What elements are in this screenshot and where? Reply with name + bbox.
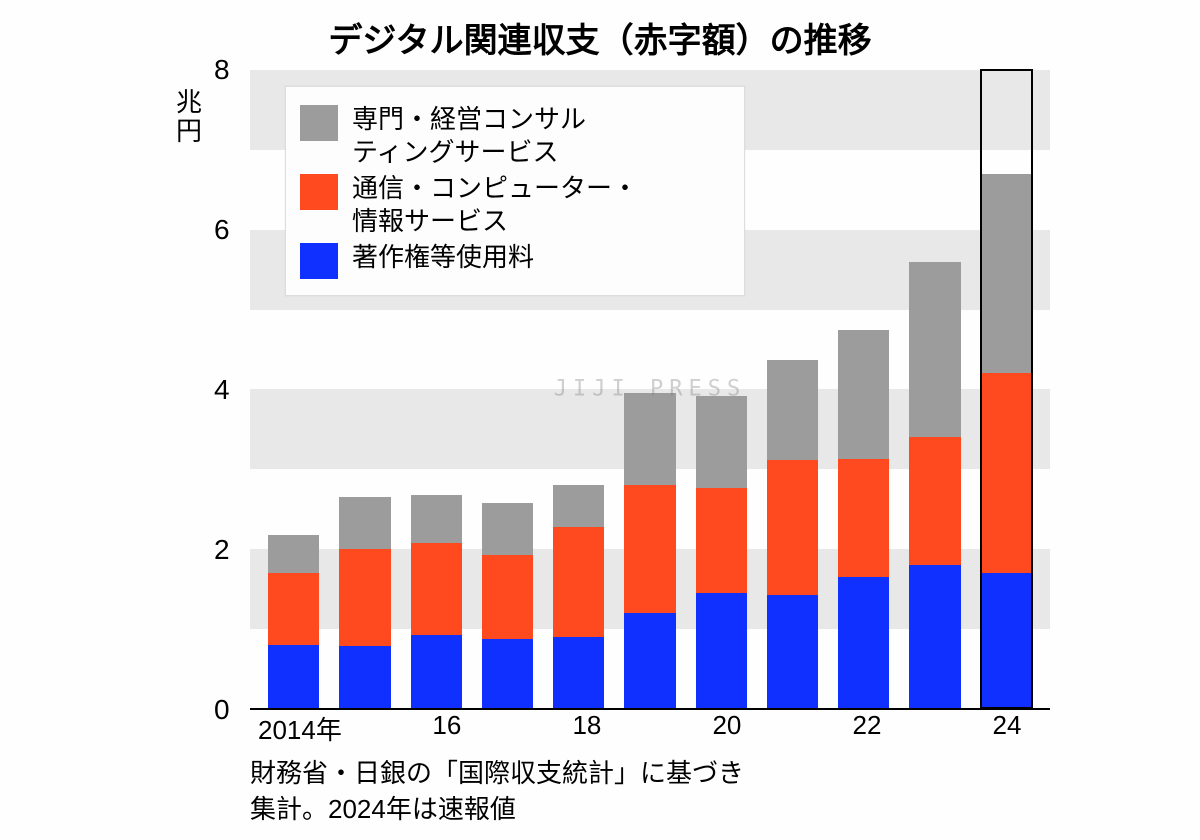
chart-title: デジタル関連収支（赤字額）の推移 (150, 13, 1050, 62)
legend-row: 通信・コンピューター・情報サービス (300, 172, 724, 237)
y-unit: 兆 円 (176, 88, 202, 145)
y-tick-label: 0 (214, 696, 962, 724)
source-note: 財務省・日銀の「国際収支統計」に基づき 集計。2024年は速報値 (250, 756, 1010, 826)
legend-label: 専門・経営コンサルティングサービス (352, 103, 586, 168)
y-tick-label: 8 (214, 56, 962, 84)
stacked-bar (981, 70, 1032, 708)
bar-segment-blue (624, 613, 675, 709)
y-tick-label: 4 (214, 376, 962, 404)
bar-segment-orange (268, 573, 319, 645)
bar-slot (971, 70, 1042, 708)
bar-segment-orange (981, 373, 1032, 572)
legend-swatch (300, 105, 338, 141)
legend-row: 専門・経営コンサルティングサービス (300, 103, 724, 168)
plot-area: 兆 円 JIJI PRESS 2014年1618202224 専門・経営コンサル… (170, 70, 1050, 710)
bar-segment-blue (696, 593, 747, 709)
legend: 専門・経営コンサルティングサービス通信・コンピューター・情報サービス著作権等使用… (285, 86, 745, 296)
bar-segment-gray (553, 485, 604, 526)
legend-label: 通信・コンピューター・情報サービス (352, 172, 638, 237)
digital-balance-chart: デジタル関連収支（赤字額）の推移 兆 円 JIJI PRESS 2014年161… (150, 13, 1050, 826)
legend-swatch (300, 243, 338, 279)
bar-segment-gray (696, 396, 747, 488)
bar-segment-blue (838, 577, 889, 709)
y-tick-label: 2 (214, 536, 962, 564)
bar-segment-orange (482, 555, 533, 640)
bar-segment-gray (411, 495, 462, 543)
bar-segment-blue (981, 573, 1032, 709)
legend-row: 著作権等使用料 (300, 241, 724, 279)
x-tick-label: 24 (972, 710, 1042, 750)
bar-segment-blue (909, 565, 960, 709)
legend-label: 著作権等使用料 (352, 241, 534, 274)
legend-swatch (300, 174, 338, 210)
bar-segment-gray (909, 262, 960, 437)
bar-segment-gray (767, 360, 818, 460)
bar-segment-gray (624, 393, 675, 485)
bar-segment-orange (767, 460, 818, 596)
bar-segment-gray (981, 174, 1032, 373)
bar-segment-blue (767, 595, 818, 708)
